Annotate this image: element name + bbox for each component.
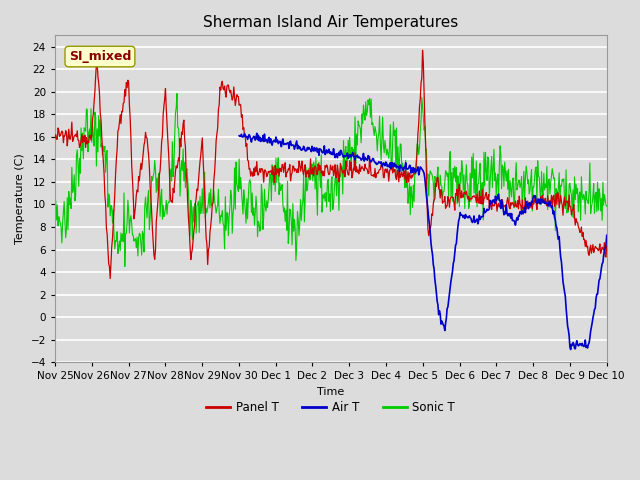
Sonic T [61, 219, 68, 225]
Panel T [204, 262, 211, 267]
Panel T [175, 155, 182, 161]
Panel T [399, 174, 406, 180]
Sonic T [118, 239, 125, 244]
Panel T [419, 48, 426, 53]
Sonic T [173, 91, 181, 96]
Line: Panel T: Panel T [55, 50, 607, 278]
Air T [398, 165, 406, 170]
Air T [603, 232, 611, 238]
Sonic T [51, 201, 59, 207]
Panel T [118, 109, 126, 115]
Y-axis label: Temperature (C): Temperature (C) [15, 154, 25, 244]
Panel T [415, 120, 422, 126]
Panel T [61, 133, 68, 139]
Sonic T [205, 199, 212, 204]
Title: Sherman Island Air Temperatures: Sherman Island Air Temperatures [204, 15, 458, 30]
Panel T [106, 276, 114, 281]
Air T [414, 164, 422, 170]
Line: Air T: Air T [239, 133, 607, 349]
Text: SI_mixed: SI_mixed [68, 50, 131, 63]
Sonic T [175, 140, 183, 145]
Sonic T [415, 145, 423, 151]
Line: Sonic T: Sonic T [55, 94, 607, 266]
Sonic T [399, 166, 407, 171]
Legend: Panel T, Air T, Sonic T: Panel T, Air T, Sonic T [202, 396, 460, 419]
Panel T [603, 242, 611, 248]
Panel T [51, 135, 59, 141]
Sonic T [603, 204, 611, 209]
Sonic T [121, 264, 129, 269]
X-axis label: Time: Time [317, 387, 344, 397]
